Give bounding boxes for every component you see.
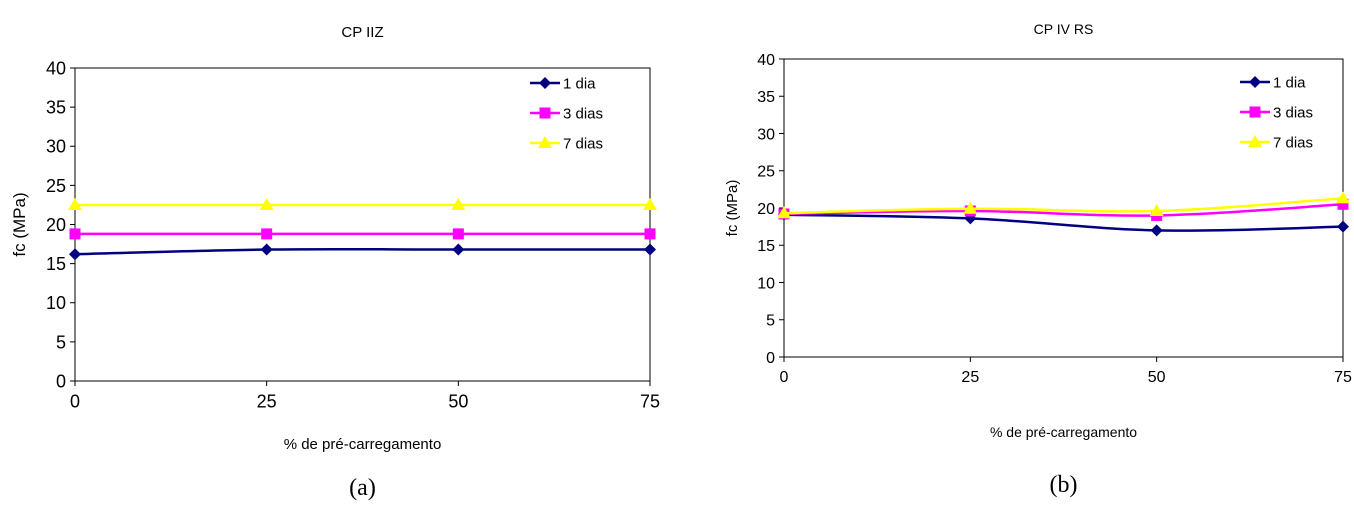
series-line xyxy=(783,213,1344,232)
y-tick-label: 0 xyxy=(766,350,775,367)
data-point xyxy=(1336,191,1350,204)
legend-entry: 3 dias xyxy=(1240,104,1313,121)
legend-entry: 1 dia xyxy=(1240,74,1306,91)
y-tick-label: 5 xyxy=(766,313,775,330)
legend-marker xyxy=(539,77,551,89)
y-tick-label: 10 xyxy=(757,275,775,292)
x-tick-label: 75 xyxy=(1334,369,1352,386)
legend-marker xyxy=(1248,135,1262,147)
data-point xyxy=(963,201,978,214)
legend-marker xyxy=(1249,76,1261,88)
series-7-dias xyxy=(777,191,1350,219)
y-tick-label: 40 xyxy=(46,58,66,78)
data-point xyxy=(643,197,657,210)
series-line xyxy=(783,197,1344,215)
data-point xyxy=(1337,220,1349,233)
y-tick-label: 25 xyxy=(46,176,66,196)
data-point xyxy=(1149,203,1164,216)
data-point xyxy=(777,206,791,219)
y-axis-label: fc (MPa) xyxy=(724,180,741,237)
legend-marker xyxy=(1249,106,1261,118)
x-tick-label: 0 xyxy=(70,392,80,412)
data-point xyxy=(451,197,466,210)
data-point xyxy=(1150,224,1163,237)
series-line xyxy=(783,203,1344,217)
data-point xyxy=(452,228,464,240)
data-point xyxy=(452,243,465,256)
legend-label: 7 dias xyxy=(563,135,603,152)
data-point xyxy=(644,243,656,256)
legend-entry: 3 dias xyxy=(530,105,603,122)
chart-cp-iv-rs: 0 5 10 15 20 25 30 35 40 0 25 50 75 CP IV RS % de pré-… xyxy=(724,21,1352,498)
legend-entry: 7 dias xyxy=(530,135,603,152)
x-tick-label: 75 xyxy=(640,392,660,412)
x-tick-label: 0 xyxy=(780,369,789,386)
x-tick-label: 50 xyxy=(448,392,468,412)
plot-area xyxy=(783,58,1344,358)
legend-label: 3 dias xyxy=(563,105,603,122)
data-point xyxy=(68,197,82,210)
y-tick-label: 0 xyxy=(56,371,66,391)
panel-label: (b) xyxy=(1050,472,1078,498)
data-point xyxy=(261,228,273,240)
y-tick-label: 30 xyxy=(757,126,775,143)
y-tick-label: 35 xyxy=(46,98,66,118)
x-tick-label: 25 xyxy=(257,392,277,412)
x-tick-label: 50 xyxy=(1148,369,1166,386)
y-axis-label: fc (MPa) xyxy=(10,192,29,256)
y-tick-label: 15 xyxy=(757,238,775,255)
x-axis-label: % de pré-carregamento xyxy=(284,436,442,453)
legend-label: 1 dia xyxy=(1273,74,1306,91)
legend-label: 7 dias xyxy=(1273,134,1313,151)
y-tick-label: 25 xyxy=(757,164,775,181)
y-tick-label: 30 xyxy=(46,137,66,157)
y-tick-label: 15 xyxy=(46,254,66,274)
legend-label: 1 dia xyxy=(563,75,596,92)
data-point xyxy=(1337,198,1349,210)
y-tick-label: 35 xyxy=(757,89,775,106)
panel-label: (a) xyxy=(349,475,376,501)
y-tick-label: 40 xyxy=(757,52,775,69)
y-tick-label: 5 xyxy=(56,332,66,352)
data-point xyxy=(69,228,81,240)
series-3-dias xyxy=(69,228,656,240)
y-tick-label: 10 xyxy=(46,293,66,313)
series-7-dias xyxy=(68,197,657,210)
chart-title: CP IIZ xyxy=(341,24,383,41)
chart-cp-iiz: 0 5 10 15 20 25 30 35 40 0 25 50 75 CP IIZ % de pré-ca… xyxy=(10,24,660,501)
legend-marker xyxy=(539,107,551,119)
data-point xyxy=(259,197,274,210)
legend-label: 3 dias xyxy=(1273,104,1313,121)
y-tick-label: 20 xyxy=(757,201,775,218)
data-point xyxy=(69,248,81,261)
legend-entry: 7 dias xyxy=(1240,134,1313,151)
series-1-dia xyxy=(69,243,656,261)
series-line xyxy=(74,247,651,256)
x-axis-label: % de pré-carregamento xyxy=(990,424,1137,440)
legend-entry: 1 dia xyxy=(530,75,596,92)
chart-title: CP IV RS xyxy=(1034,21,1094,37)
x-tick-label: 25 xyxy=(961,369,979,386)
data-point xyxy=(644,228,656,240)
data-point xyxy=(260,243,273,256)
legend-marker xyxy=(538,136,552,148)
y-tick-label: 20 xyxy=(46,215,66,235)
